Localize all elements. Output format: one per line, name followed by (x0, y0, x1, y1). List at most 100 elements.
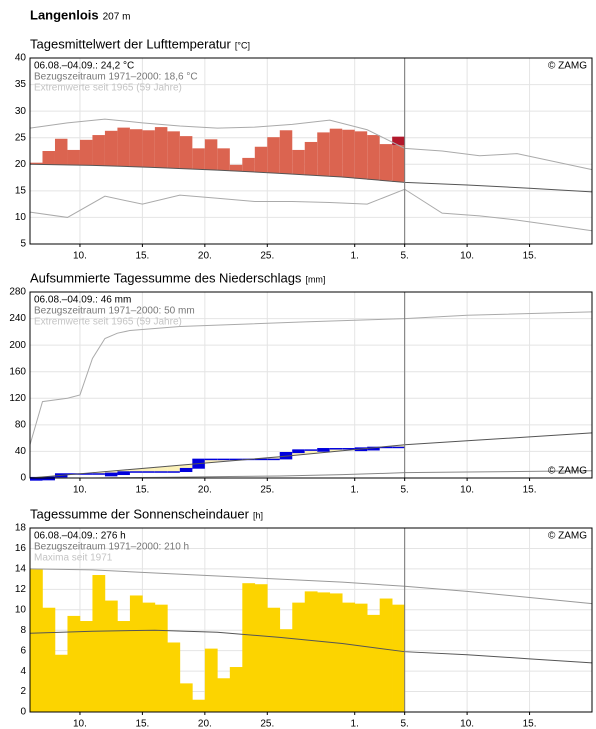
sunshine-bar (67, 615, 81, 712)
sunshine-bar (79, 621, 93, 712)
sunshine-bar (354, 603, 368, 712)
sunshine-bar (329, 593, 343, 712)
temperature-bar (30, 162, 43, 165)
temperature-bar (129, 129, 143, 167)
info-text: 06.08.–04.09.: 276 h (34, 531, 126, 542)
y-tick-label: 0 (20, 707, 26, 718)
deviation-area (167, 465, 180, 473)
temperature-bar (204, 139, 218, 170)
x-tick-label: 10. (73, 485, 87, 496)
credit: © ZAMG (548, 61, 587, 72)
temperature-bar (104, 130, 118, 166)
info-text: Bezugszeitraum 1971–2000: 50 mm (34, 306, 195, 317)
deviation-area (392, 445, 405, 448)
temperature-bar (42, 151, 55, 165)
x-tick-label: 20. (198, 251, 212, 262)
temperature-bar (67, 149, 80, 166)
deviation-area (267, 457, 280, 460)
temperature-bar (392, 145, 405, 182)
sunshine-bar (279, 629, 293, 712)
sunshine-bar (142, 602, 156, 712)
sunshine-bar (204, 648, 218, 712)
temperature-bar (167, 131, 180, 169)
x-tick-label: 5. (400, 251, 408, 262)
precipitation-step (179, 468, 193, 473)
x-tick-label: 25. (260, 251, 274, 262)
station-name: Langenlois (30, 7, 99, 22)
temperature-bar (217, 148, 230, 171)
x-tick-label: 15. (523, 251, 537, 262)
temperature-bar (329, 128, 343, 177)
sunshine-bar (92, 575, 106, 712)
y-tick-label: 120 (9, 393, 26, 404)
plot-frame (29, 57, 593, 245)
x-tick-label: 20. (198, 719, 212, 729)
sunshine-bar (154, 604, 168, 712)
sunshine-bar (117, 621, 131, 712)
normal-line (29, 163, 593, 193)
y-tick-label: 2 (20, 686, 26, 697)
deviation-area (92, 472, 105, 475)
x-tick-label: 25. (260, 485, 274, 496)
sunshine-bar (342, 602, 356, 712)
x-tick-label: 15. (135, 719, 149, 729)
y-tick-label: 35 (15, 79, 27, 90)
chart-unit: [°C] (235, 40, 250, 50)
sunshine-bar (242, 583, 256, 712)
x-tick-label: 5. (400, 719, 408, 729)
deviation-area (117, 470, 130, 473)
deviation-area (179, 464, 193, 469)
reference-line (29, 568, 593, 605)
sunshine-bar (304, 591, 318, 712)
y-tick-label: 240 (9, 313, 26, 324)
y-tick-label: 18 (15, 523, 27, 534)
y-tick-label: 10 (15, 212, 27, 223)
temperature-bar (254, 146, 268, 173)
y-tick-label: 80 (15, 419, 27, 430)
temperature-bar (317, 132, 330, 176)
info-text: Bezugszeitraum 1971–2000: 18,6 °C (34, 72, 198, 83)
x-tick-label: 15. (523, 485, 537, 496)
sunshine-bar (292, 602, 306, 712)
sunshine-bar (42, 607, 56, 712)
y-tick-label: 40 (15, 446, 27, 457)
y-tick-label: 12 (15, 584, 27, 595)
y-tick-label: 6 (20, 645, 26, 656)
temperature-bar (54, 138, 68, 165)
precipitation-step (317, 448, 330, 452)
credit: © ZAMG (548, 466, 587, 477)
deviation-area (329, 448, 343, 452)
info-text: Extremwerte seit 1965 (59 Jahre) (34, 317, 182, 328)
credit: © ZAMG (548, 531, 587, 542)
x-tick-label: 10. (460, 485, 474, 496)
sunshine-bar (54, 654, 68, 712)
temperature-bar (117, 127, 130, 167)
x-tick-label: 15. (135, 251, 149, 262)
sunshine-bar (392, 604, 405, 712)
chart-unit: [h] (253, 510, 263, 520)
temperature-bar-extreme (392, 136, 405, 146)
chart-title: Tagesmittelwert der Lufttemperatur (30, 36, 232, 51)
deviation-area (204, 459, 218, 463)
temperature-bar (92, 135, 105, 166)
sunshine-bar (167, 642, 181, 712)
x-tick-label: 20. (198, 485, 212, 496)
normal-line (29, 432, 593, 479)
precipitation-step (117, 472, 130, 476)
y-tick-label: 160 (9, 366, 26, 377)
y-tick-label: 14 (15, 564, 27, 575)
deviation-area (154, 466, 168, 473)
x-tick-label: 25. (260, 719, 274, 729)
y-tick-label: 4 (20, 666, 26, 677)
sunshine-bar (129, 595, 143, 712)
temperature-bar (192, 148, 205, 170)
x-tick-label: 10. (460, 719, 474, 729)
temperature-bar (379, 144, 393, 181)
x-tick-label: 1. (351, 485, 359, 496)
temperature-bar (142, 130, 155, 168)
x-tick-label: 10. (73, 251, 87, 262)
y-tick-label: 15 (15, 185, 27, 196)
sunshine-bar (317, 592, 331, 712)
chart-unit: [mm] (305, 274, 325, 284)
x-tick-label: 15. (523, 719, 537, 729)
